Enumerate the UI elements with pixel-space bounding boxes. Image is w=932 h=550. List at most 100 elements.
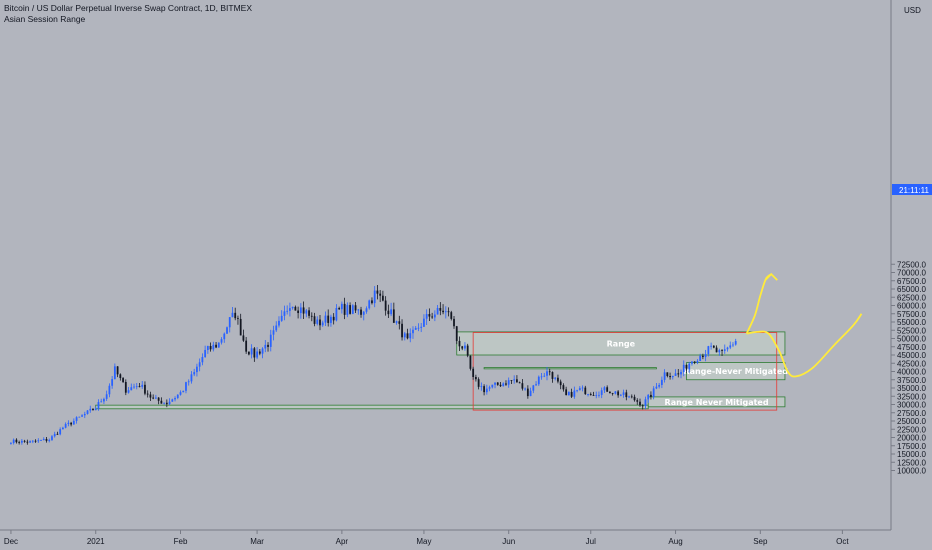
candle-body	[302, 307, 305, 314]
candle-body	[502, 383, 505, 387]
last-price-tag	[892, 184, 932, 195]
range-box	[95, 404, 649, 410]
candle-body	[543, 375, 546, 377]
time-tick-label: Dec	[4, 537, 18, 546]
candle-body	[215, 344, 217, 348]
time-tick-label: Jun	[502, 537, 515, 546]
price-tick-label: 20000.0	[897, 434, 926, 443]
symbol-title[interactable]: Bitcoin / US Dollar Perpetual Inverse Sw…	[4, 3, 253, 13]
candle-body	[603, 387, 606, 391]
price-tick-label: 55000.0	[897, 318, 926, 327]
candle-body	[291, 306, 294, 309]
price-tick-label: 32500.0	[897, 392, 926, 401]
candle-body	[187, 381, 190, 383]
candlestick-series	[10, 284, 737, 445]
candle-body	[212, 344, 215, 350]
candle-body	[94, 408, 97, 411]
price-tick-label: 10000.0	[897, 467, 926, 476]
candle-body	[174, 397, 176, 400]
candle-body	[554, 377, 557, 379]
candle-body	[135, 386, 138, 388]
price-tick-label: 60000.0	[897, 302, 926, 311]
candle-body	[12, 439, 15, 444]
candle-body	[220, 339, 223, 343]
candle-body	[535, 384, 537, 386]
time-tick-label: Apr	[336, 537, 349, 546]
candle-body	[701, 355, 704, 358]
candle-body	[239, 318, 242, 336]
candle-body	[403, 333, 406, 338]
candle-body	[565, 389, 568, 396]
projection-paths	[745, 272, 863, 378]
candle-body	[53, 433, 56, 437]
candle-body	[242, 335, 245, 341]
candle-body	[338, 308, 341, 310]
candle-body	[592, 395, 595, 396]
candle-body	[395, 321, 398, 323]
candle-body	[373, 290, 376, 304]
candle-body	[122, 378, 124, 383]
candle-body	[206, 346, 209, 350]
chart-header: Bitcoin / US Dollar Perpetual Inverse Sw…	[4, 3, 252, 25]
time-axis[interactable]: Dec 2021 Feb Mar Apr May Jun Jul Aug Sep Oct	[4, 530, 850, 546]
time-tick-label: Feb	[174, 537, 188, 546]
candle-body	[56, 433, 59, 435]
candle-body	[204, 349, 207, 358]
range-box	[483, 367, 657, 370]
candle-body	[513, 379, 516, 381]
price-tick-label: 45000.0	[897, 351, 926, 360]
candle-body	[644, 399, 647, 407]
price-tick-label: 42500.0	[897, 359, 926, 368]
candle-body	[319, 319, 321, 326]
candle-body	[442, 310, 444, 313]
candle-body	[294, 306, 297, 311]
candle-body	[78, 416, 81, 418]
candle-body	[589, 394, 592, 396]
price-tick-label: 50000.0	[897, 335, 926, 344]
candle-body	[34, 440, 37, 442]
candle-body	[496, 382, 499, 385]
candle-body	[548, 371, 551, 373]
last-price-countdown: 21:11:11	[899, 186, 930, 195]
candle-body	[688, 363, 691, 370]
time-tick-label: Sep	[753, 537, 768, 546]
candle-body	[628, 396, 630, 398]
candle-body	[392, 309, 395, 323]
candle-body	[376, 290, 379, 294]
price-axis[interactable]: 10000.012500.015000.017500.020000.022500…	[891, 260, 926, 476]
candle-body	[516, 379, 518, 383]
candle-body	[62, 427, 64, 430]
candle-body	[368, 300, 371, 309]
candle-body	[261, 348, 264, 354]
candle-body	[245, 340, 248, 352]
candle-body	[108, 385, 111, 395]
candle-body	[606, 387, 609, 392]
candle-body	[283, 311, 286, 316]
price-tick-label: 15000.0	[897, 450, 926, 459]
candle-body	[127, 390, 130, 393]
candle-body	[652, 388, 655, 397]
candle-body	[669, 376, 671, 378]
candle-body	[97, 402, 100, 409]
price-tick-label: 27500.0	[897, 409, 926, 418]
candle-body	[428, 314, 431, 317]
candle-body	[614, 391, 617, 394]
candle-body	[450, 312, 453, 319]
candle-body	[163, 402, 165, 404]
price-tick-label: 25000.0	[897, 417, 926, 426]
candle-body	[718, 350, 721, 353]
candle-body	[275, 325, 278, 331]
candle-body	[168, 401, 171, 405]
candle-body	[67, 422, 70, 424]
candle-body	[693, 361, 696, 363]
candle-body	[23, 440, 26, 442]
candle-body	[699, 355, 702, 362]
candle-body	[518, 382, 521, 384]
candle-body	[340, 303, 343, 310]
indicator-label[interactable]: Asian Session Range	[4, 14, 86, 24]
candle-body	[704, 354, 707, 358]
candle-body	[201, 357, 204, 363]
candle-body	[258, 351, 261, 354]
candle-body	[185, 382, 187, 391]
